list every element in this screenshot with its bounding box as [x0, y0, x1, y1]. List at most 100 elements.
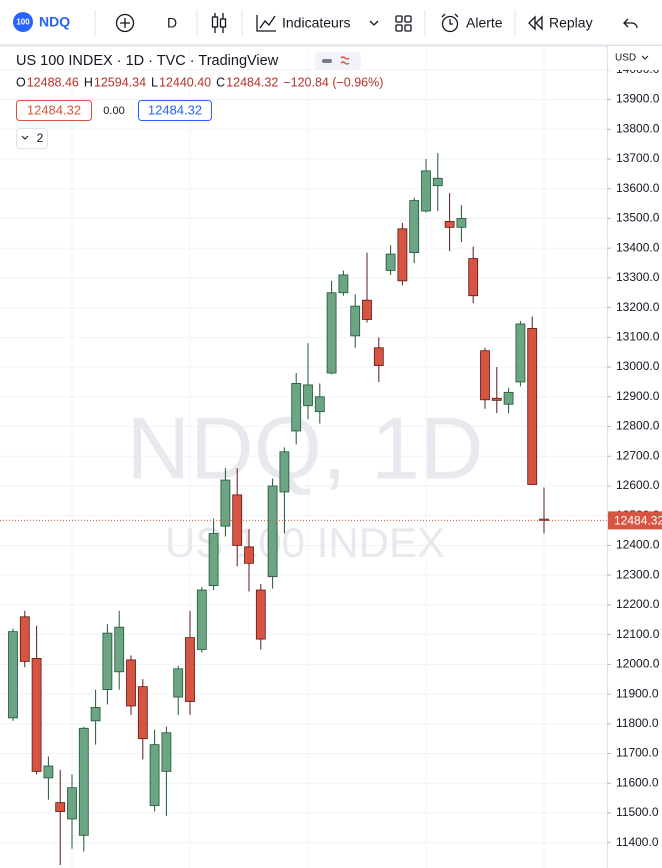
- candle-body: [444, 220, 455, 228]
- chevron[interactable]: [369, 20, 379, 26]
- alert[interactable]: Alerte: [466, 15, 503, 31]
- candle-body: [303, 384, 313, 407]
- candle-body: [31, 658, 42, 772]
- y-tick-label: 11500.0: [616, 805, 659, 819]
- candle-body: [78, 727, 89, 836]
- alert-icon[interactable]: [441, 13, 459, 33]
- candle-body: [137, 686, 148, 740]
- ohlc-value: 12484.32: [226, 75, 278, 89]
- y-tick-label: 13800.0: [616, 121, 660, 135]
- ohlc-value: 12488.46: [27, 75, 79, 89]
- price-tag-bg: [608, 511, 662, 530]
- candle-body: [255, 589, 266, 640]
- candle-body: [385, 253, 396, 271]
- replay[interactable]: Replay: [549, 15, 593, 31]
- y-tick-label: 11600.0: [616, 775, 659, 789]
- y-tick-label: 12800.0: [616, 419, 660, 433]
- ohlc-key: O: [16, 75, 26, 89]
- y-tick-label: 13100.0: [616, 330, 660, 344]
- indicators-icon[interactable]: [256, 15, 276, 32]
- ohlc-key: L: [151, 75, 158, 89]
- candle-body: [173, 668, 184, 698]
- ohlc-value: 12440.40: [159, 75, 211, 89]
- change: −120.84 (−0.96%): [283, 75, 383, 89]
- compare-button[interactable]: [115, 13, 135, 33]
- ask-box[interactable]: [138, 100, 212, 121]
- candle-body: [421, 170, 431, 212]
- axis-header: [608, 46, 662, 70]
- candle-body: [267, 485, 278, 578]
- y-tick-label: 13300.0: [616, 270, 660, 284]
- candle-body: [19, 616, 30, 662]
- y-tick-label: 11700.0: [616, 746, 659, 760]
- collapse-chevron[interactable]: [21, 135, 29, 140]
- y-tick-label: 11400.0: [616, 835, 659, 849]
- candle-body: [362, 299, 372, 320]
- candle-body: [515, 323, 526, 383]
- candle-body: [208, 533, 219, 586]
- legend-toggle[interactable]: [315, 52, 361, 70]
- ask[interactable]: 12484.32: [148, 102, 202, 117]
- y-tick-label: 13500.0: [616, 211, 660, 225]
- y-tick-label: 12900.0: [616, 389, 660, 403]
- candle-body: [185, 637, 195, 702]
- spread: 0.00: [103, 105, 124, 117]
- y-tick-label: 13000.0: [616, 359, 660, 373]
- candle-body: [279, 451, 290, 493]
- y-tick-label: 12700.0: [616, 448, 660, 462]
- y-tick-label: 12100.0: [616, 627, 660, 641]
- replay-icon[interactable]: [528, 15, 543, 31]
- candle-body: [244, 546, 254, 564]
- candle-body: [350, 305, 361, 337]
- indicators[interactable]: Indicateurs: [282, 15, 350, 31]
- chart-type-button[interactable]: [211, 13, 227, 33]
- layout-button[interactable]: [395, 15, 412, 32]
- watermark-subtitle: US 100 INDEX: [165, 519, 445, 566]
- ohlc-key: H: [84, 75, 93, 89]
- candle-body: [196, 589, 207, 650]
- y-tick-label: 13200.0: [616, 300, 660, 314]
- y-tick-label: 11800.0: [616, 716, 659, 730]
- candle-body: [55, 802, 66, 812]
- interval[interactable]: D: [167, 15, 177, 31]
- candle-body: [90, 707, 101, 722]
- unit-chevron[interactable]: [641, 55, 649, 60]
- candle-body: [456, 218, 467, 228]
- y-tick-label: 13600.0: [616, 181, 660, 195]
- candle-body: [397, 228, 408, 282]
- candle-body: [373, 347, 384, 366]
- candle-body: [220, 479, 231, 527]
- ohlc-key: C: [216, 75, 225, 89]
- symbol[interactable]: NDQ: [39, 14, 70, 30]
- symbol-logo[interactable]: [13, 12, 33, 32]
- candle-body: [409, 200, 420, 254]
- candle-body: [114, 626, 125, 673]
- y-tick-label: 13700.0: [616, 151, 660, 165]
- candle-body: [67, 787, 77, 820]
- y-tick-label: 12600.0: [616, 478, 660, 492]
- undo-icon[interactable]: [623, 18, 638, 29]
- candle-body: [149, 744, 160, 806]
- y-tick-label: 12000.0: [616, 657, 660, 671]
- badge: 100: [16, 18, 30, 27]
- watermark: NDQ, 1D: [127, 398, 484, 497]
- ohlc-value: 12594.34: [94, 75, 146, 89]
- candle-body: [291, 383, 302, 432]
- axis-unit[interactable]: USD: [615, 53, 636, 64]
- bid[interactable]: 12484.32: [27, 102, 81, 117]
- collapsed-count[interactable]: 2: [37, 131, 44, 145]
- legend-title: US 100 INDEX · 1D · TVC · TradingView: [16, 53, 279, 69]
- candle-body: [126, 659, 136, 707]
- price-tag: 12484.32: [614, 514, 662, 528]
- candle-body: [338, 274, 349, 294]
- candle-body: [432, 177, 443, 187]
- collapse-button[interactable]: [16, 128, 48, 149]
- candle-body: [161, 732, 172, 772]
- candle-body: [314, 396, 325, 413]
- candle-body: [491, 397, 502, 401]
- y-tick-label: 12300.0: [616, 567, 660, 581]
- bid-box[interactable]: [16, 100, 92, 121]
- candle-body: [527, 328, 538, 485]
- candle-body: [503, 391, 514, 405]
- y-tick-label: 13900.0: [616, 92, 660, 106]
